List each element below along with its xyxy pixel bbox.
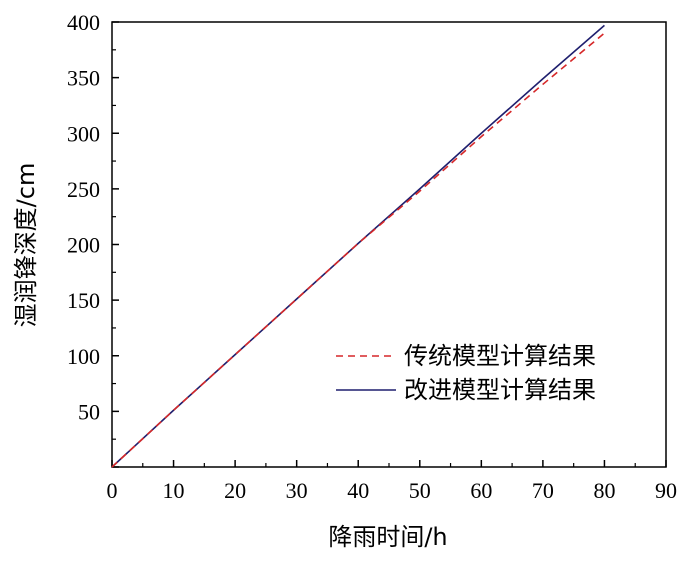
- x-tick-label: 0: [107, 478, 118, 503]
- x-axis-ticks: 0 10 20 30 40 50 60 70 80 90: [107, 460, 677, 503]
- x-tick-label: 60: [470, 478, 492, 503]
- y-tick-label: 400: [67, 10, 100, 35]
- y-tick-label: 300: [67, 121, 100, 146]
- legend-label-traditional: 传统模型计算结果: [404, 342, 596, 370]
- y-tick-label: 200: [67, 233, 100, 258]
- y-tick-label: 150: [67, 288, 100, 313]
- x-axis-title: 降雨时间/h: [328, 523, 447, 551]
- x-tick-label: 30: [286, 478, 308, 503]
- x-tick-label: 80: [593, 478, 615, 503]
- y-tick-label: 100: [67, 344, 100, 369]
- legend: 传统模型计算结果 改进模型计算结果: [336, 342, 596, 404]
- y-axis-ticks: 50 100 150 200 250 300 350 400: [67, 10, 119, 468]
- x-tick-label: 70: [532, 478, 554, 503]
- x-tick-label: 90: [655, 478, 677, 503]
- series-line-traditional: [111, 32, 605, 468]
- x-tick-label: 20: [224, 478, 246, 503]
- y-tick-label: 250: [67, 177, 100, 202]
- legend-label-improved: 改进模型计算结果: [404, 376, 596, 404]
- series-lines: [111, 24, 605, 468]
- x-tick-label: 40: [347, 478, 369, 503]
- y-tick-label: 50: [78, 399, 100, 424]
- y-axis-title: 湿润锋深度/cm: [12, 163, 40, 328]
- y-tick-label: 350: [67, 66, 100, 91]
- x-tick-label: 50: [409, 478, 431, 503]
- x-tick-label: 10: [163, 478, 185, 503]
